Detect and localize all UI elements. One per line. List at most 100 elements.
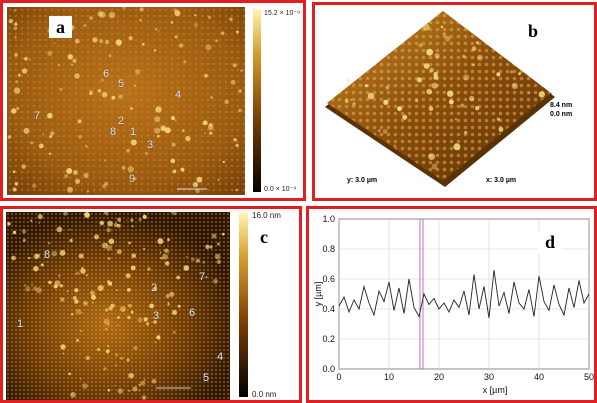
panel-a: a 15.2 × 10⁻⁹ 0.0 × 10⁻⁹ 6 5 4 7 2 8 1 3… <box>0 0 306 201</box>
grain <box>196 176 203 183</box>
marker-a-5: 5 <box>118 78 125 90</box>
grain <box>92 37 98 43</box>
grain <box>48 152 51 155</box>
afm-image-c <box>6 212 230 400</box>
grain <box>97 285 104 292</box>
grain <box>67 54 73 60</box>
grain <box>12 187 17 192</box>
grain <box>30 141 34 145</box>
grain <box>174 10 181 17</box>
afm-3d-image-b <box>325 11 555 187</box>
grain <box>221 232 225 236</box>
grain <box>170 212 174 214</box>
grain <box>97 11 103 17</box>
grain <box>54 280 61 286</box>
grain <box>127 315 131 320</box>
grain <box>18 73 21 77</box>
grain <box>107 388 111 392</box>
grain <box>172 212 177 216</box>
grain <box>364 84 368 88</box>
grain <box>127 303 133 308</box>
grain <box>160 125 167 131</box>
marker-a-9: 9 <box>129 173 136 185</box>
grain <box>130 139 137 146</box>
grain <box>139 7 144 12</box>
grain <box>207 124 214 131</box>
grain <box>29 58 32 61</box>
grain <box>81 311 83 314</box>
grain <box>139 18 142 22</box>
grain <box>469 95 475 102</box>
grain <box>426 88 432 95</box>
grain <box>180 167 185 172</box>
grain <box>433 71 438 77</box>
grain <box>165 294 170 299</box>
grain <box>25 286 31 292</box>
grain <box>138 217 142 222</box>
panel-c-letter: c <box>260 227 268 247</box>
grain <box>146 322 150 326</box>
grain <box>13 9 16 12</box>
grain <box>107 257 111 260</box>
grain <box>210 96 213 99</box>
grain <box>185 135 191 142</box>
grain <box>194 14 197 17</box>
grain <box>240 69 243 72</box>
grain <box>99 39 104 44</box>
marker-c-4: 4 <box>217 351 224 363</box>
grain <box>416 77 422 83</box>
grain <box>103 181 109 187</box>
grain <box>471 46 477 51</box>
grain <box>238 108 242 113</box>
grain <box>463 130 468 135</box>
grain <box>13 87 21 94</box>
grain <box>37 214 43 220</box>
y-tick-label: 0.8 <box>322 244 335 254</box>
grain <box>428 106 434 111</box>
grain <box>11 108 17 114</box>
marker-a-8: 8 <box>110 126 117 138</box>
grain <box>64 173 69 179</box>
grain <box>216 242 220 246</box>
grain <box>192 181 199 188</box>
grain <box>66 168 73 174</box>
grain <box>72 58 77 63</box>
grain <box>60 297 65 302</box>
grain <box>138 383 142 387</box>
grain <box>428 153 435 161</box>
grain <box>103 318 110 325</box>
grain <box>47 50 53 56</box>
grain <box>140 380 146 386</box>
grain <box>48 280 52 285</box>
grain <box>78 253 84 259</box>
grain <box>476 41 479 45</box>
grain <box>121 166 126 170</box>
grain <box>475 106 480 111</box>
grain <box>129 107 133 111</box>
marker-a-6: 6 <box>103 68 110 80</box>
grain <box>183 60 187 64</box>
grain <box>103 159 106 162</box>
grain <box>170 158 176 164</box>
grain <box>107 344 110 348</box>
grain <box>106 244 113 251</box>
y-tick-label: 0.6 <box>322 274 335 284</box>
grain <box>142 214 147 219</box>
grain <box>352 102 356 106</box>
grain <box>116 289 119 292</box>
grain <box>8 18 14 24</box>
grain <box>106 227 111 233</box>
grain <box>113 222 119 228</box>
marker-c-8: 8 <box>44 249 51 261</box>
grain <box>177 304 181 308</box>
grain <box>151 378 157 384</box>
grain <box>60 88 63 91</box>
grain <box>101 91 108 98</box>
grain <box>142 42 145 46</box>
grain <box>116 249 122 255</box>
colorbar-a-max: 15.2 × 10⁻⁹ <box>264 10 301 17</box>
colorbar-c-min: 0.0 nm <box>252 390 277 399</box>
grain <box>130 218 134 222</box>
x-tick-label: 40 <box>534 372 544 382</box>
grain <box>79 354 81 356</box>
